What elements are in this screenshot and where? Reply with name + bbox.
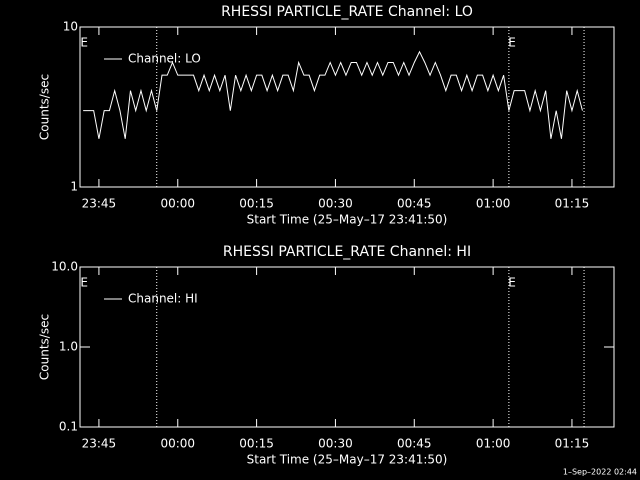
y-tick-label: 10.0 — [51, 260, 78, 274]
data-line — [83, 50, 583, 139]
y-tick-label: 1.0 — [59, 340, 78, 354]
x-tick-label: 00:15 — [239, 437, 274, 451]
x-tick-label: 23:45 — [82, 197, 117, 211]
legend-label: Channel: LO — [128, 52, 201, 66]
plot-frame — [79, 26, 615, 188]
y-tick-label: 1 — [70, 180, 78, 194]
x-tick-label: 01:15 — [555, 197, 590, 211]
x-tick-label: 00:15 — [239, 197, 274, 211]
y-tick-label: 10 — [63, 20, 78, 34]
x-tick-label: 23:45 — [82, 437, 117, 451]
annotation: E — [508, 36, 516, 50]
y-axis-label: Counts/sec — [38, 74, 52, 140]
x-tick-label: 00:00 — [160, 197, 195, 211]
legend-label: Channel: HI — [128, 292, 198, 306]
x-tick-label: 01:00 — [476, 437, 511, 451]
y-tick-label: 0.1 — [59, 420, 78, 434]
x-axis-label: Start Time (25–May–17 23:41:50) — [247, 453, 448, 467]
x-tick-label: 01:00 — [476, 197, 511, 211]
x-tick-label: 01:15 — [555, 437, 590, 451]
chart-title: RHESSI PARTICLE_RATE Channel: LO — [221, 4, 473, 20]
x-tick-label: 00:30 — [318, 437, 353, 451]
annotation: E — [80, 276, 88, 290]
timestamp: 1–Sep–2022 02:44 — [563, 468, 637, 477]
x-tick-label: 00:45 — [397, 197, 432, 211]
y-axis-label: Counts/sec — [38, 314, 52, 380]
annotation: E — [508, 276, 516, 290]
x-tick-label: 00:45 — [397, 437, 432, 451]
x-tick-label: 00:00 — [160, 437, 195, 451]
chart-title: RHESSI PARTICLE_RATE Channel: HI — [223, 244, 471, 260]
annotation: E — [80, 36, 88, 50]
x-axis-label: Start Time (25–May–17 23:41:50) — [247, 213, 448, 227]
x-tick-label: 00:30 — [318, 197, 353, 211]
